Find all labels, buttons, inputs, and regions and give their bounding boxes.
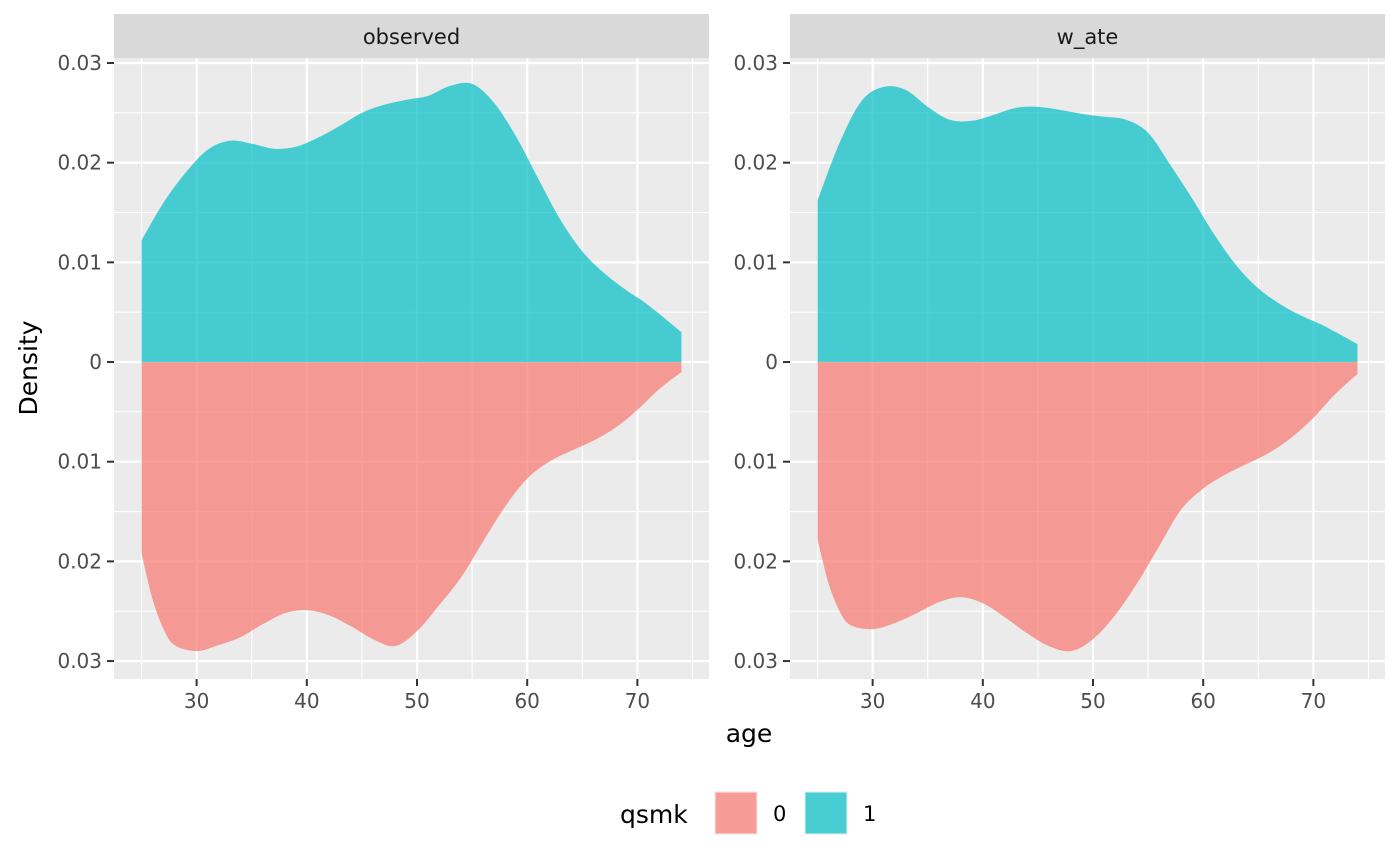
legend-item-label: 0	[773, 802, 786, 826]
x-tick-label: 70	[1301, 689, 1326, 713]
y-tick-label: 0.03	[733, 649, 778, 673]
legend-key-swatch	[715, 792, 757, 834]
x-tick-label: 40	[294, 689, 319, 713]
y-tick-label: 0	[765, 350, 778, 374]
y-tick-label: 0.01	[733, 250, 778, 274]
legend-key-swatch	[805, 792, 847, 834]
legend-title: qsmk	[620, 800, 688, 829]
axes: 0.03 0.02 0.01 0 0.01 0.02 0.03 30 40 50 60 70	[733, 51, 1326, 713]
facet-strip	[790, 14, 1385, 58]
x-tick-label: 60	[1190, 689, 1215, 713]
y-tick-label: 0.01	[57, 450, 102, 474]
legend-item-0: 0	[714, 791, 786, 835]
density-area-qsmk-0	[141, 362, 682, 652]
facet-strip	[114, 14, 709, 58]
x-tick-label: 50	[1080, 689, 1105, 713]
density-area-qsmk-1	[817, 86, 1358, 363]
panel-w_ate: w_ate 0.03 0.02 0.01 0 0.01 0.02 0.03 30 40 50 60 70	[733, 14, 1385, 713]
x-tick-label: 30	[860, 689, 885, 713]
facet-strip-label: observed	[363, 25, 460, 49]
y-tick-label: 0.03	[57, 649, 102, 673]
facet-strip-label: w_ate	[1057, 25, 1119, 50]
x-tick-label: 70	[625, 689, 650, 713]
y-tick-label: 0	[89, 350, 102, 374]
density-area-qsmk-0	[817, 362, 1358, 652]
y-tick-label: 0.03	[733, 51, 778, 75]
y-tick-label: 0.03	[57, 51, 102, 75]
legend-item-label: 1	[863, 802, 876, 826]
y-tick-label: 0.02	[733, 549, 778, 573]
axes: 0.03 0.02 0.01 0 0.01 0.02 0.03 30 40 50 60 70	[57, 51, 650, 713]
y-tick-label: 0.02	[733, 151, 778, 175]
x-tick-label: 30	[184, 689, 209, 713]
y-tick-label: 0.02	[57, 151, 102, 175]
x-tick-label: 50	[404, 689, 429, 713]
x-tick-label: 60	[514, 689, 539, 713]
y-tick-label: 0.02	[57, 549, 102, 573]
panel-observed: observed 0.03 0.02 0.01 0 0.01 0.02 0.03 30 40 50 6…	[57, 14, 709, 713]
legend-item-1: 1	[804, 791, 876, 835]
y-axis-title: Density	[14, 320, 43, 415]
y-tick-label: 0.01	[733, 450, 778, 474]
x-tick-label: 40	[970, 689, 995, 713]
y-tick-label: 0.01	[57, 250, 102, 274]
density-area-qsmk-1	[141, 82, 682, 363]
panels: observed 0.03 0.02 0.01 0 0.01 0.02 0.03 30 40 50 6…	[57, 14, 1385, 713]
x-axis-title: age	[726, 719, 773, 748]
